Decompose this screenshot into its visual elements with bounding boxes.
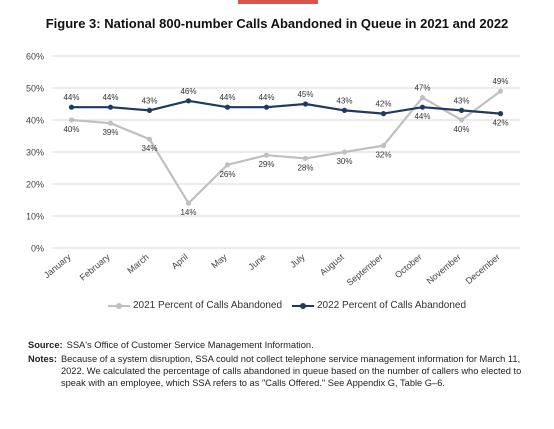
data-point-2022 <box>263 104 270 110</box>
x-tick-label: December <box>464 252 502 286</box>
data-point-2022 <box>185 98 192 104</box>
data-label-2021: 30% <box>336 157 352 166</box>
data-point-2021 <box>302 155 309 161</box>
y-tick-label: 0% <box>31 244 44 254</box>
notes-text: Because of a system disruption, SSA coul… <box>60 354 522 388</box>
y-tick-label: 10% <box>26 212 44 222</box>
legend-item-2021: 2021 Percent of Calls Abandoned <box>108 300 282 311</box>
x-tick-label: October <box>393 252 424 280</box>
data-point-2021 <box>68 117 75 123</box>
x-tick-label: March <box>125 252 151 276</box>
data-point-2022 <box>107 104 114 110</box>
legend-swatch-2021 <box>108 301 130 311</box>
y-tick-label: 60% <box>26 52 44 62</box>
data-label-2021: 32% <box>375 151 391 160</box>
series-line-2022 <box>71 99 501 115</box>
data-point-2021 <box>497 88 504 94</box>
redacted-banner <box>238 0 318 4</box>
y-tick-label: 20% <box>26 180 44 190</box>
x-tick-label: April <box>170 252 190 271</box>
data-label-2021: 28% <box>297 163 313 172</box>
y-tick-label: 50% <box>26 84 44 94</box>
y-tick-label: 40% <box>26 116 44 126</box>
data-point-2022 <box>146 107 153 113</box>
data-label-2021: 34% <box>141 144 157 153</box>
data-label-2021: 14% <box>180 208 196 217</box>
legend-label-2021: 2021 Percent of Calls Abandoned <box>133 300 282 311</box>
data-point-2022 <box>458 107 465 113</box>
legend-item-2022: 2022 Percent of Calls Abandoned <box>292 300 466 311</box>
x-tick-label: July <box>288 252 307 270</box>
x-tick-label: September <box>345 252 385 288</box>
line-chart: 0% 10% 20% 30% 40% 50% 60% January February March… <box>26 52 520 288</box>
data-label-2021: 29% <box>258 160 274 169</box>
data-label-2021: 40% <box>63 125 79 134</box>
legend-swatch-2022 <box>292 301 314 311</box>
chart-title: Figure 3: National 800-number Calls Aban… <box>45 16 509 31</box>
x-tick-label: May <box>209 252 229 271</box>
x-tick-label: February <box>78 252 112 283</box>
series-line-2021 <box>71 90 502 205</box>
y-tick-label: 30% <box>26 148 44 158</box>
data-label-2021: 26% <box>219 170 235 179</box>
data-label-2022: 46% <box>180 87 196 96</box>
data-point-2022 <box>380 111 387 117</box>
data-point-2022 <box>497 111 504 117</box>
x-tick-label: January <box>42 252 73 281</box>
data-label-2022: 44% <box>414 112 430 121</box>
chart-notes: Source: SSA's Office of Customer Service… <box>28 339 538 391</box>
data-label-2022: 42% <box>375 100 391 109</box>
data-point-2021 <box>224 162 231 168</box>
x-tick-label: August <box>318 252 346 278</box>
data-label-2022: 44% <box>102 93 118 102</box>
source-text: SSA's Office of Customer Service Managem… <box>66 340 314 350</box>
x-tick-label: November <box>425 252 463 286</box>
data-label-2022: 44% <box>258 93 274 102</box>
notes-label: Notes: <box>28 354 57 364</box>
data-point-2021 <box>263 152 270 158</box>
data-point-2022 <box>341 107 348 113</box>
data-label-2021: 49% <box>492 77 508 86</box>
legend-label-2022: 2022 Percent of Calls Abandoned <box>317 300 466 311</box>
data-label-2021: 39% <box>102 128 118 137</box>
data-point-2021 <box>380 143 387 149</box>
data-point-2022 <box>302 101 309 107</box>
data-point-2022 <box>224 104 231 110</box>
source-label: Source: <box>28 340 63 350</box>
data-label-2022: 44% <box>219 93 235 102</box>
data-point-2021 <box>185 200 192 206</box>
data-label-2022: 43% <box>453 96 469 105</box>
data-point-2021 <box>146 136 153 142</box>
data-point-2021 <box>107 120 114 126</box>
data-label-2022: 44% <box>63 93 79 102</box>
data-point-2022 <box>68 104 75 110</box>
data-label-2022: 43% <box>141 96 157 105</box>
data-point-2021 <box>458 117 465 123</box>
data-point-2021 <box>341 149 348 155</box>
data-point-2022 <box>419 104 426 110</box>
data-label-2022: 42% <box>492 119 508 128</box>
notes-row: Notes: Because of a system disruption, S… <box>28 353 538 389</box>
data-label-2021: 47% <box>414 84 430 93</box>
data-label-2022: 45% <box>297 90 313 99</box>
x-tick-label: June <box>246 252 267 272</box>
data-point-2021 <box>419 95 426 101</box>
data-label-2021: 40% <box>453 125 469 134</box>
source-row: Source: SSA's Office of Customer Service… <box>28 339 538 351</box>
data-label-2022: 43% <box>336 96 352 105</box>
